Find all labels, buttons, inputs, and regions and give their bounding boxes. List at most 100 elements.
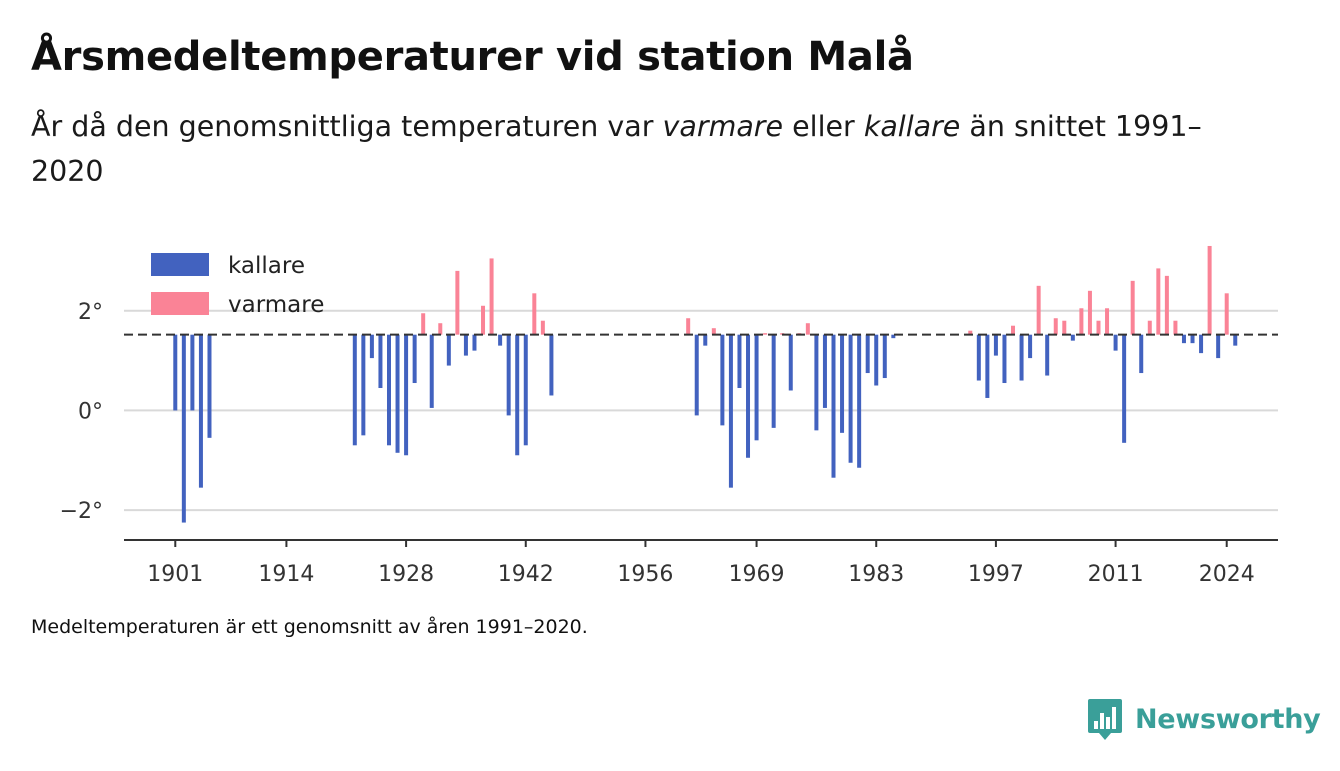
bar-1977 <box>822 334 827 408</box>
bar-1982 <box>865 334 870 374</box>
bar-2015 <box>1147 320 1152 335</box>
bar-2008 <box>1087 290 1092 335</box>
bar-1985 <box>891 334 896 339</box>
subtitle-part-2: eller <box>783 110 864 143</box>
bar-1941 <box>515 334 520 456</box>
bar-2022 <box>1207 245 1212 335</box>
bar-2013 <box>1130 280 1135 335</box>
bar-1935 <box>463 334 468 356</box>
bar-1998 <box>1002 334 1007 384</box>
x-tick-label: 1956 <box>617 562 673 587</box>
legend-swatch-cold <box>151 253 209 276</box>
bar-2009 <box>1096 320 1101 335</box>
bar-1964 <box>711 328 716 335</box>
bar-2002 <box>1036 285 1041 335</box>
bar-2020 <box>1190 334 1195 344</box>
bar-1928 <box>404 334 409 456</box>
bar-1970 <box>763 333 768 335</box>
chart-subtitle: År då den genomsnittliga temperaturen va… <box>31 104 1251 194</box>
x-tick-label: 2011 <box>1088 562 1144 587</box>
x-tick-label: 1928 <box>378 562 434 587</box>
bar-1969 <box>754 334 759 441</box>
subtitle-part-3: än snittet 1991–2020 <box>31 110 1202 188</box>
bar-1927 <box>395 334 400 453</box>
bar-1934 <box>455 270 460 335</box>
bar-2012 <box>1122 334 1127 443</box>
bar-1938 <box>489 258 494 335</box>
bar-1929 <box>412 334 417 384</box>
grid-lines <box>124 309 1278 512</box>
bar-1979 <box>840 334 845 433</box>
bar-1922 <box>352 334 357 446</box>
bar-1904 <box>198 334 203 488</box>
bar-1902 <box>181 334 186 523</box>
bar-1944 <box>540 320 545 335</box>
bar-1932 <box>438 323 443 335</box>
y-tick-label: 0° <box>78 399 103 424</box>
bar-2016 <box>1156 268 1161 335</box>
bar-2024 <box>1224 293 1229 335</box>
bar-1997 <box>993 334 998 356</box>
bar-2000 <box>1019 334 1024 381</box>
bar-1901 <box>173 334 178 411</box>
bar-1996 <box>985 334 990 398</box>
subtitle-cold-word: kallare <box>863 110 961 143</box>
bar-1936 <box>472 334 477 351</box>
y-tick-label: 2° <box>78 300 103 325</box>
bar-1966 <box>728 334 733 488</box>
bar-2021 <box>1199 334 1204 354</box>
bar-1980 <box>848 334 853 463</box>
bar-2003 <box>1045 334 1050 376</box>
bar-1973 <box>788 334 793 391</box>
temperature-bar-chart: 1901 1914 1928 1942 1956 1969 1983 1997 2011 2024… <box>60 245 1278 587</box>
bar-1984 <box>882 334 887 379</box>
legend-label-warm: varmare <box>228 292 324 318</box>
bar-1965 <box>720 334 725 426</box>
x-tick-label: 1983 <box>848 562 904 587</box>
bar-1994 <box>968 330 973 335</box>
x-tick-label: 2024 <box>1199 562 1255 587</box>
bar-1937 <box>481 305 486 335</box>
bar-1983 <box>874 334 879 386</box>
bar-2007 <box>1079 308 1084 335</box>
bar-1931 <box>429 334 434 408</box>
bar-1925 <box>378 334 383 388</box>
footnote: Medeltemperaturen är ett genomsnitt av å… <box>31 616 588 638</box>
bar-1939 <box>498 334 503 346</box>
bar-2023 <box>1216 334 1221 359</box>
bar-2011 <box>1113 334 1118 351</box>
y-tick-label: −2° <box>60 499 103 524</box>
bar-1961 <box>686 318 691 335</box>
bar-1968 <box>746 334 751 458</box>
bar-2018 <box>1173 320 1178 335</box>
bar-1942 <box>523 334 528 446</box>
chart-title: Årsmedeltemperaturer vid station Malå <box>31 34 914 80</box>
x-tick-label: 1997 <box>968 562 1024 587</box>
bar-1903 <box>190 334 195 411</box>
newsworthy-brand: Newsworthy <box>1087 697 1321 741</box>
legend-swatch-warm <box>151 292 209 315</box>
bar-2006 <box>1070 334 1075 341</box>
bar-1926 <box>386 334 391 446</box>
x-tick-label: 1942 <box>498 562 554 587</box>
bar-1995 <box>976 334 981 381</box>
bar-1930 <box>421 313 426 335</box>
bar-1976 <box>814 334 819 431</box>
legend-label-cold: kallare <box>228 253 305 279</box>
bar-2005 <box>1062 320 1067 335</box>
subtitle-warm-word: varmare <box>662 110 784 143</box>
bar-1945 <box>549 334 554 396</box>
bar-2019 <box>1181 334 1186 344</box>
bar-1978 <box>831 334 836 478</box>
bar-1963 <box>703 334 708 346</box>
bar-1971 <box>771 334 776 428</box>
bar-1933 <box>446 334 451 366</box>
bar-1999 <box>1011 325 1016 335</box>
bar-2004 <box>1053 318 1058 335</box>
x-axis-ticks: 1901 1914 1928 1942 1956 1969 1983 1997 2011 2024 <box>147 540 1255 587</box>
bar-2014 <box>1139 334 1144 374</box>
bar-1962 <box>694 334 699 416</box>
subtitle-part-1: År då den genomsnittliga temperaturen va… <box>31 110 663 143</box>
bar-1943 <box>532 293 537 335</box>
bar-1924 <box>369 334 374 359</box>
